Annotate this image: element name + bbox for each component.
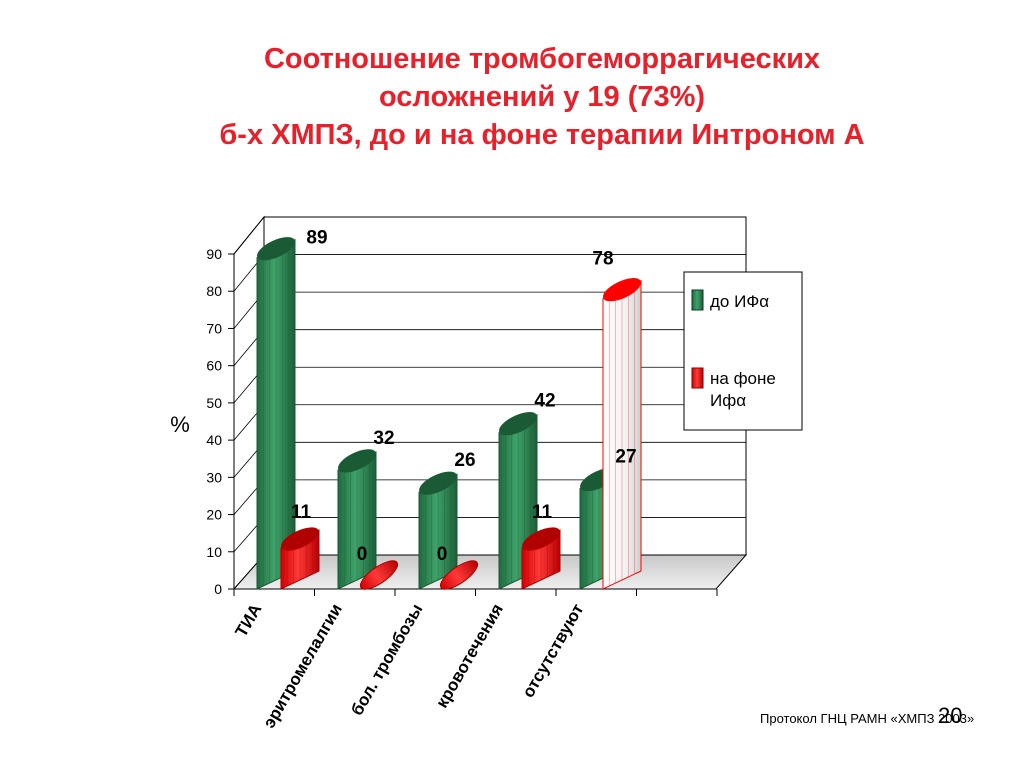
legend-label-series-1: до ИФα — [710, 292, 769, 311]
title-line-3: б-х ХМПЗ, до и на фоне терапии Интроном … — [219, 119, 865, 151]
legend-label-series-2: на фоне Ифα — [710, 369, 781, 410]
y-axis: 0 10 20 30 40 50 60 70 80 90 — [206, 246, 235, 597]
title-line-1: Соотношение тромбогеморрагических — [263, 43, 821, 75]
legend-box — [683, 271, 803, 431]
y-tick-label: 50 — [206, 395, 222, 411]
undefined — [439, 560, 479, 590]
x-tick-label: ТИА — [232, 601, 266, 641]
title-line-2: осложнений у 19 (73%) — [378, 81, 706, 113]
y-tick-label: 30 — [206, 469, 222, 485]
bar-series-2 — [521, 527, 561, 590]
gridline-side — [233, 216, 265, 255]
y-tick-label: 70 — [206, 320, 222, 336]
y-tick-label: 20 — [206, 507, 222, 523]
data-label: 0 — [357, 544, 368, 565]
x-tick-label: кровотечения — [432, 601, 507, 712]
bar-series-2 — [602, 278, 642, 590]
slide-title: Соотношение тромбогеморрагических осложн… — [0, 40, 1024, 154]
legend: до ИФα на фоне Ифα — [683, 271, 803, 431]
y-tick-label: 0 — [214, 581, 222, 597]
legend-label-series-2-line-2: Ифα — [710, 391, 746, 410]
data-label: 11 — [291, 502, 312, 523]
y-tick-label: 60 — [206, 358, 222, 374]
data-label: 78 — [592, 249, 613, 270]
y-tick-label: 10 — [206, 544, 222, 560]
x-tick-label: отсутствуют — [519, 601, 588, 701]
data-label: 0 — [437, 544, 448, 565]
slide-number: 20 — [938, 703, 963, 728]
legend-swatch-green — [691, 289, 704, 311]
data-label: 26 — [454, 450, 475, 471]
footer-source: Протокол ГНЦ РАМН «ХМПЗ 2003» — [760, 711, 975, 726]
x-tick-label: эритромелалгии — [259, 601, 346, 732]
y-axis-label: % — [170, 412, 190, 437]
y-tick-label: 80 — [206, 283, 222, 299]
bars — [256, 237, 642, 590]
data-label: 27 — [615, 447, 636, 468]
data-label: 42 — [534, 391, 555, 412]
data-label: 89 — [306, 228, 327, 249]
data-labels: 89 11 32 0 26 0 42 11 27 78 — [291, 228, 637, 565]
undefined — [359, 560, 399, 590]
legend-label-series-2-line-1: на фоне — [710, 369, 776, 388]
legend-swatch-red — [691, 367, 704, 389]
y-tick-label: 40 — [206, 432, 222, 448]
y-tick-label: 90 — [206, 246, 222, 262]
data-label: 11 — [532, 502, 553, 523]
bar-series-1 — [418, 471, 458, 590]
x-tick-label: бол. тромбозы — [347, 601, 426, 719]
data-label: 32 — [373, 428, 394, 449]
bar-series-2 — [280, 527, 320, 590]
bar-series-1 — [337, 449, 377, 590]
